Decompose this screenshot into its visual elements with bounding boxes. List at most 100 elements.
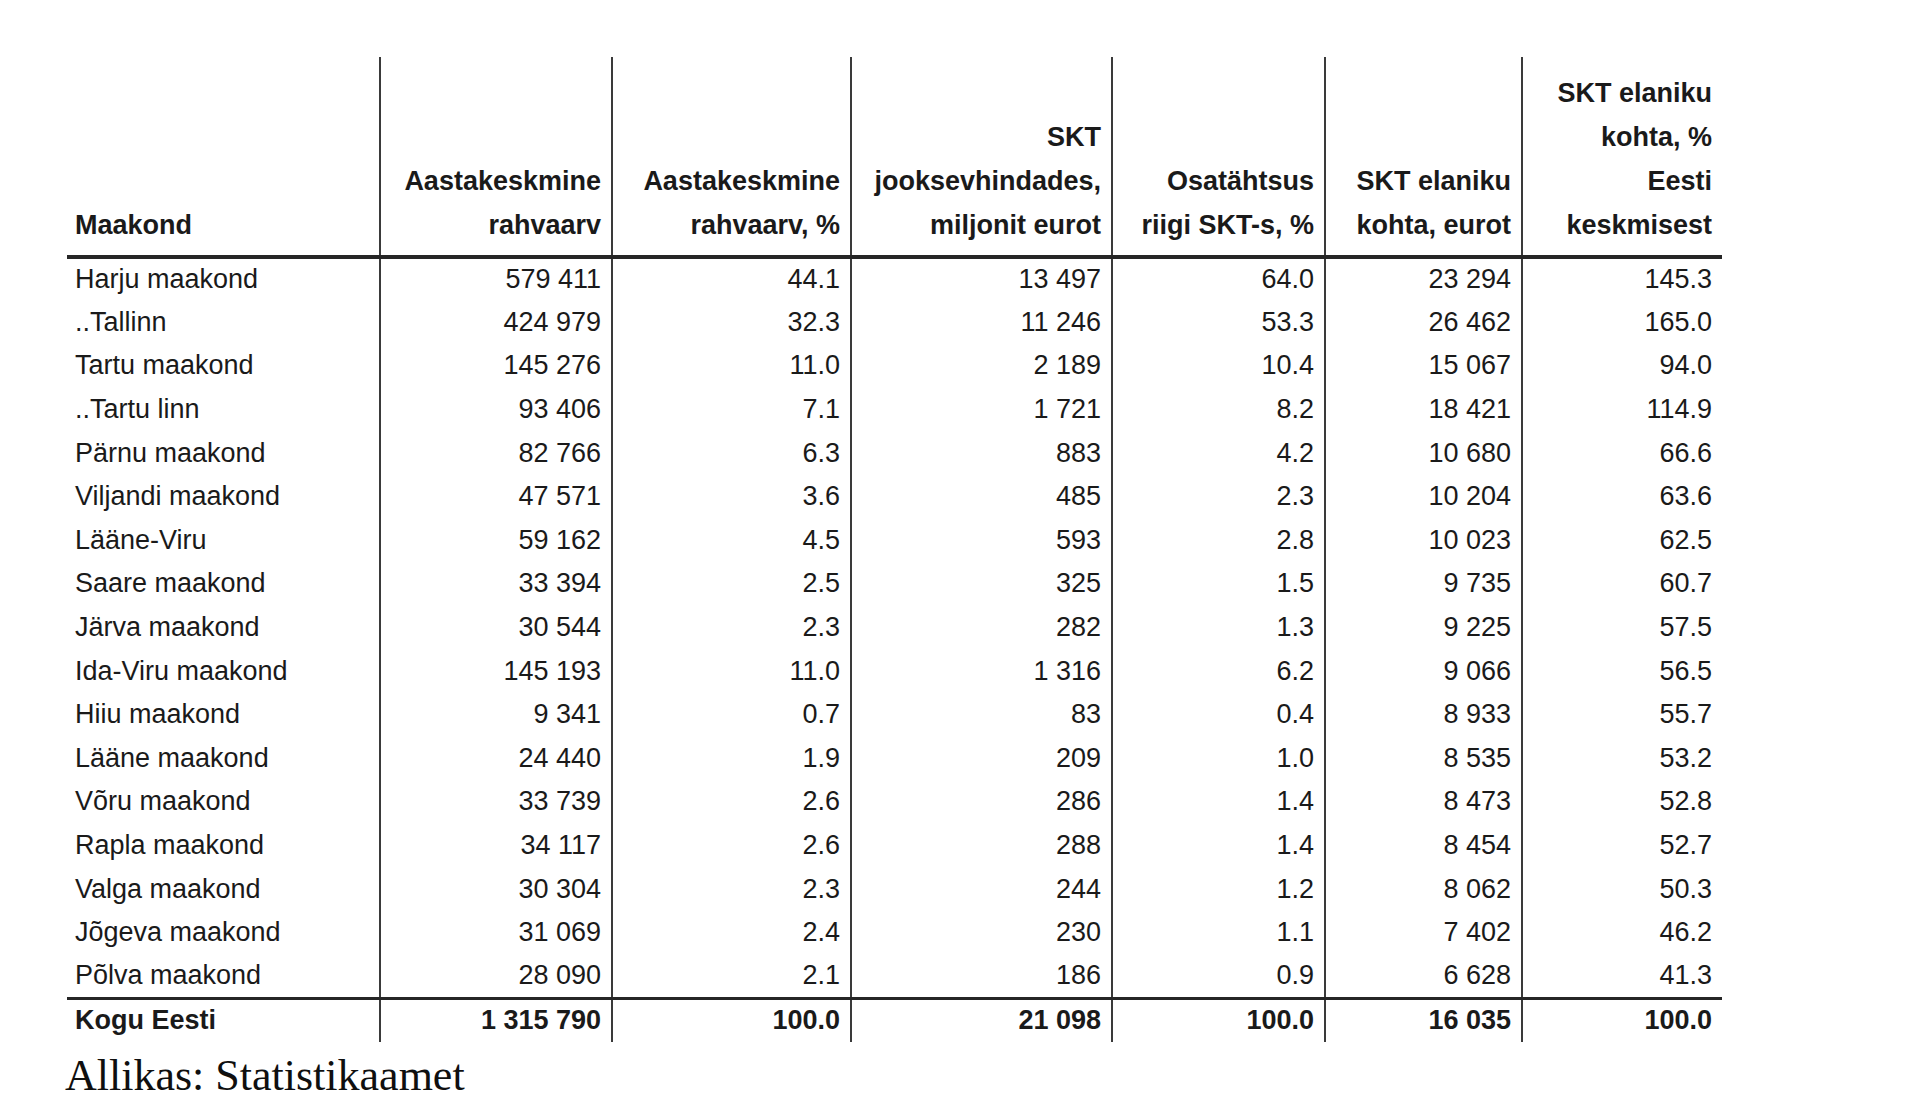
value-cell: 209 <box>851 737 1112 781</box>
value-cell: 8 062 <box>1325 867 1522 911</box>
value-cell: 52.8 <box>1522 780 1722 824</box>
value-cell: 1.4 <box>1112 780 1325 824</box>
value-cell: 82 766 <box>380 431 612 475</box>
county-name-cell: Ida-Viru maakond <box>67 649 380 693</box>
value-cell: 21 098 <box>851 998 1112 1042</box>
value-cell: 485 <box>851 475 1112 519</box>
value-cell: 63.6 <box>1522 475 1722 519</box>
value-cell: 1.1 <box>1112 911 1325 955</box>
value-cell: 30 544 <box>380 606 612 650</box>
value-cell: 41.3 <box>1522 955 1722 999</box>
column-header: SKT elaniku kohta, eurot <box>1325 57 1522 257</box>
county-name-cell: Viljandi maakond <box>67 475 380 519</box>
value-cell: 1.5 <box>1112 562 1325 606</box>
value-cell: 23 294 <box>1325 257 1522 301</box>
value-cell: 33 394 <box>380 562 612 606</box>
source-note: Allikas: Statistikaamet <box>65 1050 465 1101</box>
table-row: Rapla maakond34 1172.62881.48 45452.7 <box>67 824 1722 868</box>
value-cell: 286 <box>851 780 1112 824</box>
table-row: Ida-Viru maakond145 19311.01 3166.29 066… <box>67 649 1722 693</box>
value-cell: 100.0 <box>612 998 851 1042</box>
value-cell: 145 193 <box>380 649 612 693</box>
county-name-cell: Lääne maakond <box>67 737 380 781</box>
value-cell: 7.1 <box>612 388 851 432</box>
county-name-cell: Põlva maakond <box>67 955 380 999</box>
value-cell: 2.6 <box>612 824 851 868</box>
value-cell: 59 162 <box>380 519 612 563</box>
value-cell: 66.6 <box>1522 431 1722 475</box>
value-cell: 64.0 <box>1112 257 1325 301</box>
value-cell: 244 <box>851 867 1112 911</box>
table-header: MaakondAastakeskmine rahvaarvAastakeskmi… <box>67 57 1722 257</box>
county-name-cell: Kogu Eesti <box>67 998 380 1042</box>
value-cell: 55.7 <box>1522 693 1722 737</box>
county-name-cell: Võru maakond <box>67 780 380 824</box>
value-cell: 9 735 <box>1325 562 1522 606</box>
value-cell: 10 204 <box>1325 475 1522 519</box>
value-cell: 24 440 <box>380 737 612 781</box>
value-cell: 1.9 <box>612 737 851 781</box>
value-cell: 1.3 <box>1112 606 1325 650</box>
value-cell: 114.9 <box>1522 388 1722 432</box>
table-row: ..Tallinn424 97932.311 24653.326 462165.… <box>67 301 1722 345</box>
value-cell: 15 067 <box>1325 344 1522 388</box>
value-cell: 145 276 <box>380 344 612 388</box>
table-row: Hiiu maakond9 3410.7830.48 93355.7 <box>67 693 1722 737</box>
value-cell: 94.0 <box>1522 344 1722 388</box>
value-cell: 1.0 <box>1112 737 1325 781</box>
value-cell: 18 421 <box>1325 388 1522 432</box>
county-name-cell: ..Tartu linn <box>67 388 380 432</box>
value-cell: 53.2 <box>1522 737 1722 781</box>
value-cell: 4.2 <box>1112 431 1325 475</box>
value-cell: 325 <box>851 562 1112 606</box>
table-row: Saare maakond33 3942.53251.59 73560.7 <box>67 562 1722 606</box>
county-name-cell: Pärnu maakond <box>67 431 380 475</box>
value-cell: 6.2 <box>1112 649 1325 693</box>
header-row: MaakondAastakeskmine rahvaarvAastakeskmi… <box>67 57 1722 257</box>
value-cell: 33 739 <box>380 780 612 824</box>
value-cell: 145.3 <box>1522 257 1722 301</box>
value-cell: 2.3 <box>1112 475 1325 519</box>
value-cell: 2.1 <box>612 955 851 999</box>
table-row: Viljandi maakond47 5713.64852.310 20463.… <box>67 475 1722 519</box>
table-row: Harju maakond579 41144.113 49764.023 294… <box>67 257 1722 301</box>
value-cell: 9 066 <box>1325 649 1522 693</box>
table-row: Võru maakond33 7392.62861.48 47352.8 <box>67 780 1722 824</box>
value-cell: 10.4 <box>1112 344 1325 388</box>
value-cell: 11.0 <box>612 649 851 693</box>
value-cell: 7 402 <box>1325 911 1522 955</box>
county-name-cell: Järva maakond <box>67 606 380 650</box>
value-cell: 4.5 <box>612 519 851 563</box>
value-cell: 13 497 <box>851 257 1112 301</box>
value-cell: 8 473 <box>1325 780 1522 824</box>
value-cell: 44.1 <box>612 257 851 301</box>
value-cell: 2.3 <box>612 867 851 911</box>
value-cell: 8 535 <box>1325 737 1522 781</box>
table-row: Lääne-Viru59 1624.55932.810 02362.5 <box>67 519 1722 563</box>
value-cell: 3.6 <box>612 475 851 519</box>
value-cell: 230 <box>851 911 1112 955</box>
value-cell: 10 023 <box>1325 519 1522 563</box>
value-cell: 8 454 <box>1325 824 1522 868</box>
value-cell: 2.5 <box>612 562 851 606</box>
value-cell: 56.5 <box>1522 649 1722 693</box>
value-cell: 28 090 <box>380 955 612 999</box>
county-name-cell: Tartu maakond <box>67 344 380 388</box>
column-header: Osatähtsus riigi SKT-s, % <box>1112 57 1325 257</box>
column-header: Aastakeskmine rahvaarv <box>380 57 612 257</box>
value-cell: 9 225 <box>1325 606 1522 650</box>
value-cell: 93 406 <box>380 388 612 432</box>
value-cell: 1 721 <box>851 388 1112 432</box>
value-cell: 100.0 <box>1522 998 1722 1042</box>
value-cell: 26 462 <box>1325 301 1522 345</box>
total-row: Kogu Eesti1 315 790100.021 098100.016 03… <box>67 998 1722 1042</box>
value-cell: 0.9 <box>1112 955 1325 999</box>
value-cell: 30 304 <box>380 867 612 911</box>
value-cell: 0.7 <box>612 693 851 737</box>
table-row: Pärnu maakond82 7666.38834.210 68066.6 <box>67 431 1722 475</box>
value-cell: 52.7 <box>1522 824 1722 868</box>
value-cell: 53.3 <box>1112 301 1325 345</box>
column-header: Aastakeskmine rahvaarv, % <box>612 57 851 257</box>
value-cell: 2.6 <box>612 780 851 824</box>
value-cell: 31 069 <box>380 911 612 955</box>
